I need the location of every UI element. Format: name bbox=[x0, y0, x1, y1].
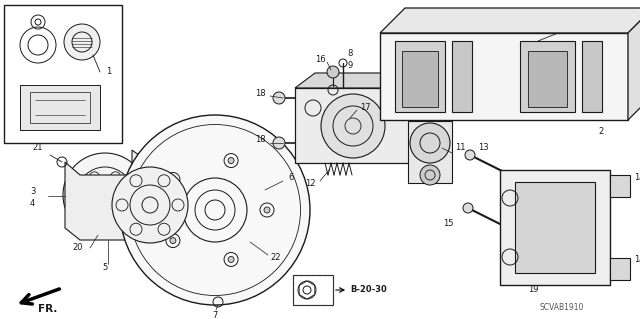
Text: 16: 16 bbox=[315, 56, 326, 64]
Polygon shape bbox=[65, 150, 148, 240]
Bar bbox=[293, 275, 333, 305]
Text: 15: 15 bbox=[443, 219, 454, 227]
Text: 18: 18 bbox=[255, 136, 266, 145]
Circle shape bbox=[63, 153, 147, 237]
Text: 4: 4 bbox=[30, 199, 35, 209]
Text: 5: 5 bbox=[102, 263, 108, 272]
Polygon shape bbox=[380, 33, 628, 120]
Text: 14: 14 bbox=[634, 174, 640, 182]
Circle shape bbox=[465, 150, 475, 160]
Circle shape bbox=[120, 115, 310, 305]
Circle shape bbox=[273, 137, 285, 149]
Text: 10: 10 bbox=[638, 16, 640, 25]
Text: 18: 18 bbox=[255, 88, 266, 98]
Polygon shape bbox=[20, 85, 100, 130]
Text: 17: 17 bbox=[360, 103, 371, 113]
Bar bbox=[4, 5, 122, 143]
Circle shape bbox=[420, 165, 440, 185]
Polygon shape bbox=[610, 175, 630, 197]
Polygon shape bbox=[315, 73, 430, 148]
Circle shape bbox=[525, 248, 535, 258]
Polygon shape bbox=[408, 121, 452, 183]
Text: 11: 11 bbox=[455, 144, 465, 152]
Circle shape bbox=[228, 256, 234, 263]
Text: 19: 19 bbox=[528, 286, 538, 294]
Polygon shape bbox=[295, 88, 410, 163]
Bar bbox=[293, 275, 333, 305]
Text: 6: 6 bbox=[288, 174, 293, 182]
Polygon shape bbox=[295, 73, 430, 88]
Polygon shape bbox=[395, 41, 445, 112]
Text: 2: 2 bbox=[598, 128, 604, 137]
Circle shape bbox=[170, 176, 176, 182]
Circle shape bbox=[463, 203, 473, 213]
Circle shape bbox=[273, 92, 285, 104]
Text: 22: 22 bbox=[270, 254, 280, 263]
Circle shape bbox=[170, 238, 176, 244]
Circle shape bbox=[410, 123, 450, 163]
Circle shape bbox=[64, 24, 100, 60]
Text: 20: 20 bbox=[72, 243, 83, 253]
Text: 8: 8 bbox=[347, 48, 353, 57]
Polygon shape bbox=[528, 51, 567, 107]
Polygon shape bbox=[380, 8, 640, 33]
Polygon shape bbox=[500, 170, 610, 285]
Polygon shape bbox=[402, 51, 438, 107]
Text: 7: 7 bbox=[212, 310, 218, 319]
Text: 3: 3 bbox=[30, 188, 35, 197]
Circle shape bbox=[264, 207, 270, 213]
Polygon shape bbox=[582, 41, 602, 112]
Polygon shape bbox=[452, 41, 472, 112]
Polygon shape bbox=[610, 258, 630, 280]
Circle shape bbox=[321, 94, 385, 158]
Text: FR.: FR. bbox=[38, 304, 58, 314]
Polygon shape bbox=[538, 33, 558, 41]
Circle shape bbox=[228, 158, 234, 164]
Polygon shape bbox=[628, 8, 640, 120]
Text: B-20-30: B-20-30 bbox=[350, 286, 387, 294]
Text: 13: 13 bbox=[478, 143, 488, 152]
Polygon shape bbox=[520, 41, 575, 112]
Circle shape bbox=[112, 167, 188, 243]
Text: 12: 12 bbox=[305, 179, 316, 188]
Text: 14: 14 bbox=[634, 256, 640, 264]
Text: 21: 21 bbox=[32, 144, 42, 152]
Text: 1: 1 bbox=[106, 68, 111, 77]
Text: 9: 9 bbox=[347, 61, 352, 70]
Polygon shape bbox=[515, 182, 595, 273]
Circle shape bbox=[327, 66, 339, 78]
Text: SCVAB1910: SCVAB1910 bbox=[540, 303, 584, 313]
